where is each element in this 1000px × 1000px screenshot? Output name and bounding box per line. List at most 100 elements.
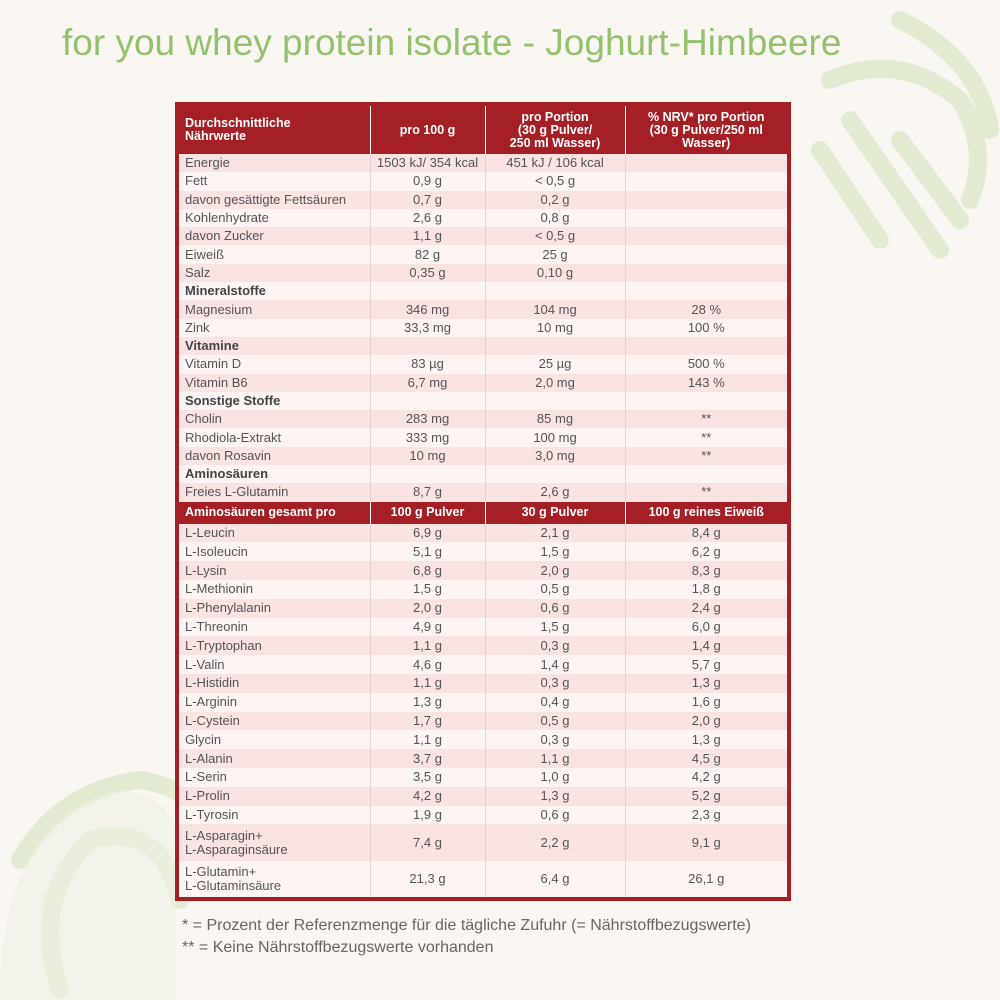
table-cell: L-Asparagin+ L-Asparaginsäure [179, 824, 370, 861]
table-row: Zink 33,3 mg 10 mg 100 % [179, 318, 787, 337]
table-cell: L-Threonin [179, 617, 370, 637]
table-cell: 2,3 g [624, 805, 787, 825]
table-cell: 0,6 g [484, 598, 625, 618]
table-cell: Kohlenhydrate [179, 208, 370, 228]
table-cell: 0,3 g [484, 674, 625, 693]
table-cell: Eiweiß [179, 245, 370, 264]
table-cell: 104 mg [484, 300, 625, 319]
table-cell: 0,6 g [484, 805, 625, 825]
table-cell: Aminosäuren gesamt pro [179, 501, 370, 524]
table-cell: 6,4 g [484, 860, 625, 898]
table-cell: 500 % [624, 355, 787, 374]
table-cell [369, 336, 485, 356]
table-cell: Mineralstoffe [179, 282, 370, 301]
table-cell: Zink [179, 318, 370, 337]
table-cell: 1,7 g [369, 711, 485, 731]
table-cell: 333 mg [369, 428, 485, 447]
table-cell: ** [624, 446, 787, 466]
table-cell: L-Lysin [179, 561, 370, 581]
table-cell: 4,6 g [369, 655, 485, 675]
table-row: Aminosäuren gesamt pro 100 g Pulver 30 g P… [179, 501, 787, 524]
table-cell: 8,4 g [624, 523, 787, 543]
table-cell: 1,4 g [624, 636, 787, 656]
table-cell [369, 391, 485, 411]
table-row: Energie 1503 kJ/ 354 kcal 451 kJ / 106 kca… [179, 154, 787, 173]
table-cell: 8,7 g [369, 483, 485, 502]
table-cell: 6,2 g [624, 542, 787, 562]
table-cell: 1,3 g [624, 730, 787, 750]
table-cell: Vitamine [179, 336, 370, 356]
table-cell [624, 391, 787, 411]
footnote: * = Prozent der Referenzmenge für die tä… [182, 917, 751, 934]
table-cell: 1,5 g [484, 542, 625, 562]
table-cell: L-Prolin [179, 786, 370, 806]
table-cell: L-Serin [179, 768, 370, 787]
table-row: L-Phenylalanin 2,0 g 0,6 g 2,4 g [179, 598, 787, 618]
table-cell: 1,4 g [484, 655, 625, 675]
table-cell: 6,9 g [369, 523, 485, 543]
table-cell [369, 282, 485, 301]
table-cell: 33,3 mg [369, 318, 485, 337]
table-cell: 0,35 g [369, 263, 485, 283]
table-cell [624, 336, 787, 356]
table-row: davon gesättigte Fettsäuren 0,7 g 0,2 g [179, 190, 787, 209]
table-cell: 0,3 g [484, 636, 625, 656]
table-cell: 100 g Pulver [369, 501, 485, 524]
table-row: Vitamine [179, 336, 787, 356]
table-cell: Cholin [179, 410, 370, 429]
table-cell: ** [624, 428, 787, 447]
table-cell: 4,2 g [369, 786, 485, 806]
table-cell: 1,1 g [369, 730, 485, 750]
table-cell: 30 g Pulver [484, 501, 625, 524]
table-row: Vitamin B6 6,7 mg 2,0 mg 143 % [179, 373, 787, 392]
table-cell: 26,1 g [624, 860, 787, 898]
table-cell: 1,3 g [369, 692, 485, 712]
table-row: Sonstige Stoffe [179, 391, 787, 411]
table-cell: % NRV* pro Portion (30 g Pulver/250 ml W… [624, 106, 787, 154]
table-cell: 6,8 g [369, 561, 485, 581]
table-cell: 21,3 g [369, 860, 485, 898]
table-cell: 4,2 g [624, 768, 787, 787]
table-cell [624, 208, 787, 228]
table-cell: 1,1 g [369, 674, 485, 693]
table-cell [484, 336, 625, 356]
title: for you whey protein isolate - Joghurt-H… [62, 22, 842, 63]
table-cell: 82 g [369, 245, 485, 264]
table-cell [484, 391, 625, 411]
table-cell: 283 mg [369, 410, 485, 429]
table-cell: ** [624, 410, 787, 429]
table-cell: L-Tryptophan [179, 636, 370, 656]
table-cell: 0,4 g [484, 692, 625, 712]
table-cell: 0,9 g [369, 172, 485, 191]
table-cell: 10 mg [369, 446, 485, 466]
table-cell: 2,0 g [369, 598, 485, 618]
table-cell: 1,1 g [369, 227, 485, 246]
table-cell: 2,1 g [484, 523, 625, 543]
table-cell: 1,5 g [484, 617, 625, 637]
table-cell: 8,3 g [624, 561, 787, 581]
table-cell: L-Cystein [179, 711, 370, 731]
table-row: Magnesium 346 mg 104 mg 28 % [179, 300, 787, 319]
table-cell [624, 465, 787, 484]
table-cell: 1,5 g [369, 580, 485, 599]
table-cell: pro Portion (30 g Pulver/ 250 ml Wasser) [484, 106, 625, 154]
table-cell: 0,2 g [484, 190, 625, 209]
table-row: L-Leucin 6,9 g 2,1 g 8,4 g [179, 523, 787, 543]
table-cell: 10 mg [484, 318, 625, 337]
table-cell: L-Alanin [179, 749, 370, 768]
table-cell: 1,0 g [484, 768, 625, 787]
table-cell: 4,9 g [369, 617, 485, 637]
table-cell: Durchschnittliche Nährwerte [179, 106, 370, 154]
table-cell: davon Rosavin [179, 446, 370, 466]
table-cell: L-Valin [179, 655, 370, 675]
table-row: L-Cystein 1,7 g 0,5 g 2,0 g [179, 711, 787, 731]
table-cell: 3,7 g [369, 749, 485, 768]
table-cell: L-Tyrosin [179, 805, 370, 825]
table-cell: 1503 kJ/ 354 kcal [369, 154, 485, 173]
table-cell: davon Zucker [179, 227, 370, 246]
table: Durchschnittliche Nährwerte pro 100 g pro … [179, 106, 787, 898]
table-cell: 3,0 mg [484, 446, 625, 466]
table-cell [624, 172, 787, 191]
